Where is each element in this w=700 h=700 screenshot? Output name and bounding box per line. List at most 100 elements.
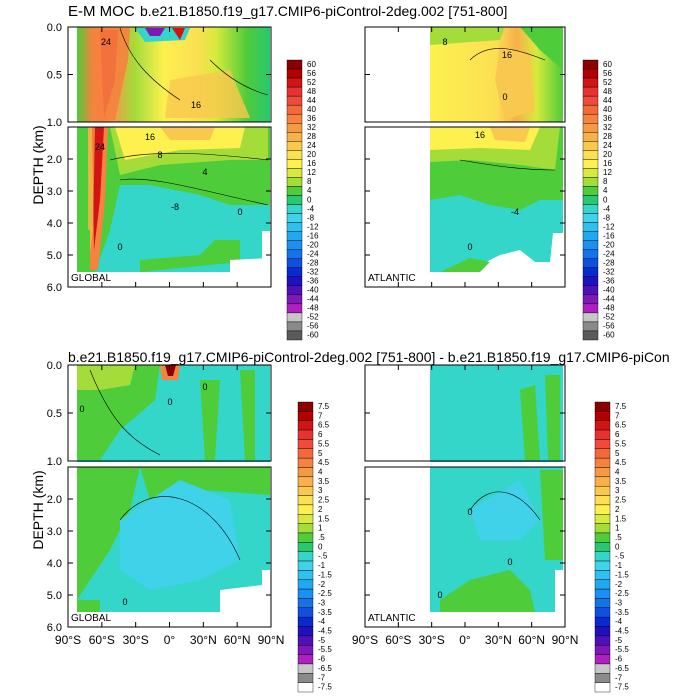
- contour-label: 0: [437, 590, 442, 600]
- colorbar-label: -60: [603, 331, 615, 340]
- colorbar-label: 28: [307, 132, 316, 141]
- colorbar-swatch: [582, 104, 599, 115]
- colorbar-label: -2: [318, 580, 326, 589]
- colorbar-label: 4.5: [615, 458, 627, 467]
- colorbar-label: 36: [603, 114, 612, 123]
- colorbar-swatch: [594, 635, 611, 646]
- y-tick-label: 2.0: [47, 154, 62, 166]
- colorbar-swatch: [297, 542, 314, 552]
- colorbar-label: 0: [603, 195, 608, 204]
- colorbar-swatch: [582, 59, 599, 70]
- colorbar-swatch: [286, 150, 303, 160]
- colorbar-swatch: [286, 177, 303, 187]
- colorbar-label: -44: [603, 295, 615, 304]
- colorbar-label: 24: [307, 141, 316, 150]
- contour-label: 16: [502, 50, 512, 60]
- colorbar-label: -20: [603, 240, 615, 249]
- colorbar-label: -60: [307, 331, 319, 340]
- colorbar-label: 3.5: [318, 477, 330, 486]
- colorbar-label: -12: [307, 222, 319, 231]
- colorbar-swatch: [286, 159, 303, 169]
- colorbar-swatch: [286, 95, 303, 106]
- colorbar-label: -5.5: [615, 645, 629, 654]
- colorbar-swatch: [594, 551, 611, 562]
- colorbar-label: 2: [318, 505, 323, 514]
- colorbar-label: 2.5: [615, 496, 627, 505]
- colorbar-label: -6.5: [615, 664, 629, 673]
- colorbar-swatch: [297, 411, 314, 421]
- colorbar-label: 0: [318, 542, 323, 551]
- colorbar-swatch: [594, 626, 611, 637]
- colorbar-label: 1: [615, 524, 620, 533]
- colorbar-label: 6.5: [615, 421, 627, 430]
- x-tick-label: 30°N: [485, 633, 512, 647]
- colorbar-swatch: [286, 186, 303, 196]
- colorbar-swatch: [297, 682, 314, 693]
- colorbar-label: 20: [603, 150, 612, 159]
- colorbar-label: -5: [318, 636, 326, 645]
- panel-bottomhalf-bottom-global: [67, 466, 272, 628]
- y-tick-label: 3.0: [47, 186, 62, 198]
- colorbar-swatch: [297, 616, 314, 627]
- colorbar-label: 16: [603, 159, 612, 168]
- colorbar-label: -3: [318, 598, 326, 607]
- colorbar-swatch: [582, 68, 599, 79]
- colorbar-swatch: [594, 645, 611, 655]
- colorbar-swatch: [594, 457, 611, 468]
- colorbar-label: -.5: [615, 552, 625, 561]
- colorbar-label: -6.5: [318, 664, 332, 673]
- colorbar-label: .5: [615, 533, 622, 542]
- colorbar-label: -36: [307, 277, 319, 286]
- colorbar-swatch: [582, 240, 599, 250]
- colorbar-swatch: [286, 132, 303, 142]
- colorbar-label: -2.5: [615, 589, 629, 598]
- colorbar-label: 4: [603, 186, 608, 195]
- colorbar-label: 56: [603, 69, 612, 78]
- colorbar-label: -48: [307, 304, 319, 313]
- colorbar-label: 48: [307, 87, 316, 96]
- colorbar-label: -1: [615, 561, 623, 570]
- colorbar-label: 1.5: [318, 514, 330, 523]
- y-tick-label: 2.0: [47, 494, 62, 506]
- colorbar-swatch: [297, 598, 314, 609]
- contour-label: 0: [237, 207, 242, 217]
- colorbar-swatch: [286, 77, 303, 88]
- basin-label: GLOBAL: [71, 613, 111, 624]
- colorbar-swatch: [594, 607, 611, 618]
- panel-top-atlantic: [364, 26, 566, 123]
- colorbar-label: -2.5: [318, 589, 332, 598]
- colorbar-label: -4.5: [615, 627, 629, 636]
- x-tick-label: 90°S: [352, 633, 378, 647]
- colorbar-label: -1: [318, 561, 326, 570]
- contour-label: 0: [467, 242, 472, 252]
- x-tick-label: 30°S: [419, 633, 445, 647]
- panel-top-global: [67, 26, 272, 123]
- x-tick-label: 90°N: [258, 633, 285, 647]
- contour-label: 0: [122, 597, 127, 607]
- colorbar-label: -36: [603, 277, 615, 286]
- colorbar-label: 52: [603, 78, 612, 87]
- colorbar-swatch: [594, 654, 611, 665]
- colorbar-swatch: [582, 141, 599, 151]
- colorbar-swatch: [594, 560, 611, 571]
- colorbar-swatch: [594, 429, 611, 440]
- contour-label: 0: [167, 397, 172, 407]
- colorbar-swatch: [297, 476, 314, 487]
- colorbar-swatch: [286, 213, 303, 223]
- colorbar-label: -8: [603, 213, 611, 222]
- colorbar-swatch: [286, 59, 303, 70]
- colorbar-swatch: [286, 123, 303, 133]
- colorbar-label: 7: [615, 411, 620, 420]
- colorbar-label: 60: [307, 60, 316, 69]
- colorbar-swatch: [297, 560, 314, 571]
- x-tick-label: 90°N: [552, 633, 579, 647]
- colorbar-label: 7.5: [615, 402, 627, 411]
- contour-label: 8: [442, 37, 447, 47]
- colorbar-label: -5: [615, 636, 623, 645]
- colorbar-label: -40: [307, 286, 319, 295]
- colorbar-swatch: [297, 514, 314, 524]
- colorbar-swatch: [286, 249, 303, 259]
- colorbar-swatch: [582, 77, 599, 88]
- y-tick-label: 0.5: [47, 408, 62, 420]
